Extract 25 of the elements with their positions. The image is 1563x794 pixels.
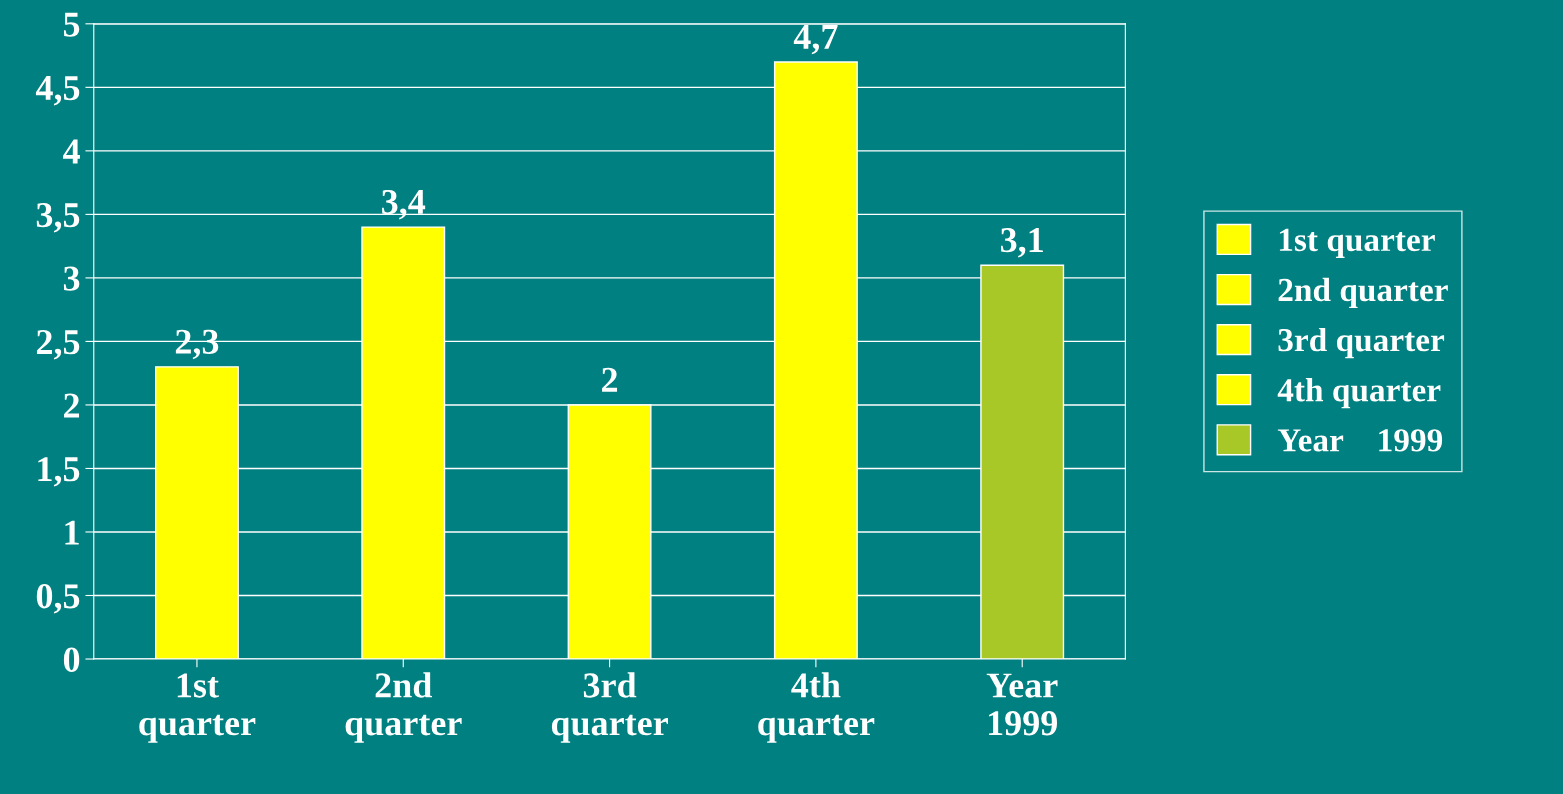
x-tick-label: 3rd quarter [551, 672, 668, 743]
x-tick-label: Year 1999 [986, 673, 1058, 736]
data-label: 3,4 [382, 189, 426, 220]
x-tick-label: 1st quarter [139, 673, 256, 743]
y-tick-label: 1,5 [38, 457, 80, 487]
legend-label: Year 1999 [1277, 429, 1443, 452]
x-tick-label: 4th quarter [758, 672, 875, 743]
x-tick-label: 2nd quarter [345, 672, 462, 743]
legend-label: 2nd quarter [1278, 277, 1448, 309]
data-label: 2 [602, 367, 618, 392]
y-tick-label: 0 [63, 647, 80, 672]
y-tick-label: 0,5 [36, 584, 80, 614]
legend-label: 1st quarter [1279, 228, 1435, 258]
legend-label: 3rd quarter [1278, 327, 1445, 359]
y-tick-label: 2 [64, 393, 80, 418]
y-tick-label: 3 [63, 266, 80, 291]
legend-label: 4th quarter [1277, 378, 1441, 409]
y-tick-label: 5 [63, 12, 80, 37]
y-tick-label: 4,5 [35, 76, 80, 106]
y-tick-label: 4 [63, 139, 80, 164]
data-label: 4,7 [793, 24, 838, 55]
y-tick-label: 2,5 [36, 330, 80, 360]
y-tick-label: 1 [65, 520, 79, 545]
y-tick-label: 3,5 [36, 203, 80, 233]
data-label: 3,1 [1000, 228, 1043, 258]
